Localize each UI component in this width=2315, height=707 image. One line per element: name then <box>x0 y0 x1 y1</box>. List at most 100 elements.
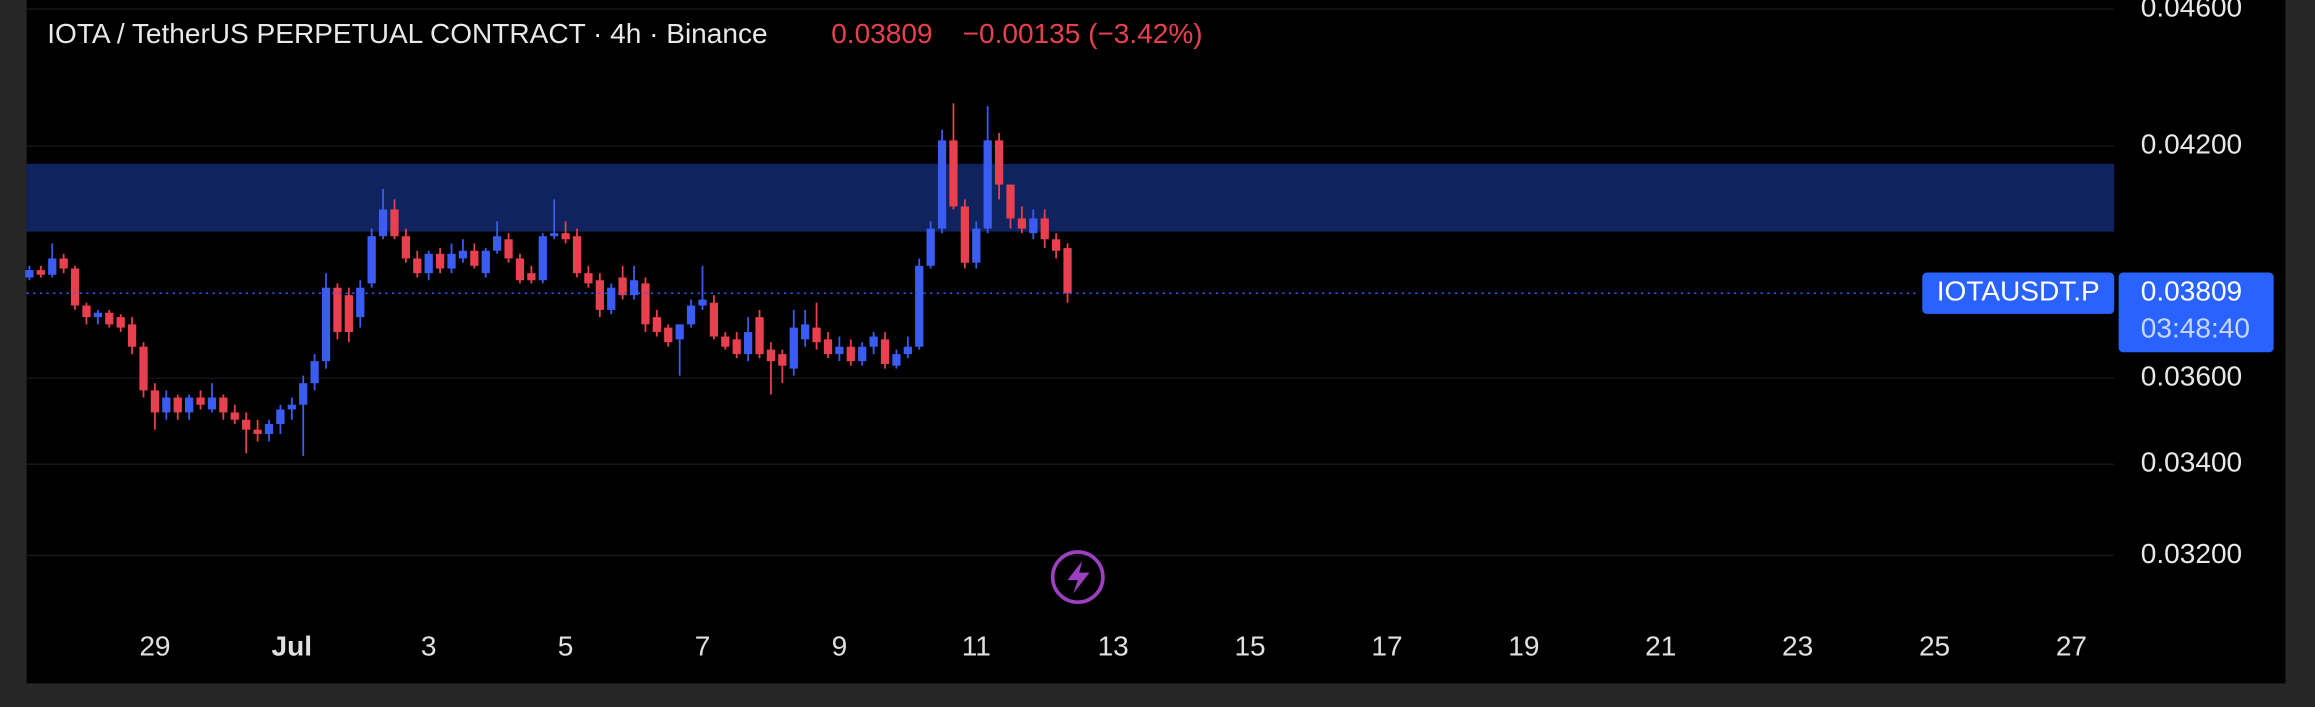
candle-body <box>869 336 878 347</box>
candle-body <box>162 397 171 413</box>
overlay: 0.04600 0.04200 0.03600 0.03400 0.03200 29 Jul… <box>26 0 2274 661</box>
candle-body <box>755 317 764 355</box>
candle-body <box>93 312 103 318</box>
candle-body <box>892 354 901 366</box>
candle-body <box>561 233 570 240</box>
candle-body <box>196 397 205 405</box>
candle-body <box>983 140 992 229</box>
candle-body <box>515 258 525 281</box>
candle-body <box>82 305 91 318</box>
candle-body <box>173 397 182 413</box>
candle-body <box>150 390 160 413</box>
candle-body <box>618 277 627 296</box>
candle-body <box>185 397 194 413</box>
x-tick-label: 23 <box>1782 630 1813 661</box>
candle-body <box>835 346 844 355</box>
candle-body <box>972 228 981 263</box>
candle-body <box>70 268 80 306</box>
candle-body <box>242 419 251 430</box>
candle-body <box>641 283 650 325</box>
header-price: 0.03809 <box>831 18 932 49</box>
symbol-tag <box>1922 272 2115 314</box>
candle-body <box>960 206 970 263</box>
candle-body <box>139 346 148 391</box>
candle-body <box>1017 218 1027 229</box>
candle-body <box>424 253 433 274</box>
countdown: 03:48:40 <box>2141 313 2250 344</box>
x-tick-label: 5 <box>558 630 574 661</box>
candle-body <box>276 409 285 425</box>
candle-body <box>504 239 513 259</box>
candle-body <box>378 209 388 237</box>
candle-body <box>812 327 821 343</box>
candle-body <box>595 280 604 310</box>
candle-body <box>59 258 68 269</box>
candle-body <box>1006 184 1015 219</box>
candle-body <box>310 361 319 384</box>
candle-body <box>321 287 331 362</box>
candle-body <box>219 397 228 413</box>
x-tick-label: 19 <box>1508 630 1539 661</box>
candle-body <box>903 346 912 355</box>
candle-body <box>709 302 719 337</box>
x-tick-label: 25 <box>1919 630 1950 661</box>
candle-body <box>264 424 274 434</box>
price-tag <box>2118 272 2274 353</box>
candle-body <box>390 209 399 237</box>
candle-body <box>652 317 661 333</box>
y-tick-label: 0.04600 <box>2141 0 2242 23</box>
x-tick-label: 11 <box>962 630 991 661</box>
candle-body <box>937 140 947 229</box>
candle-body <box>36 270 45 275</box>
y-tick-label: 0.03200 <box>2141 538 2242 569</box>
candle-body <box>789 327 798 369</box>
candle-body <box>766 349 776 362</box>
candle-body <box>435 253 445 269</box>
candle-body <box>1040 218 1049 240</box>
candle-body <box>686 305 696 325</box>
candle-body <box>949 140 958 207</box>
candle-body <box>823 339 833 355</box>
candle-body <box>481 250 490 274</box>
y-tick-label: 0.04200 <box>2141 129 2242 160</box>
candle-body <box>470 250 479 266</box>
y-tick-label: 0.03400 <box>2141 447 2242 478</box>
icon-ring <box>1050 550 1105 605</box>
candle-body <box>458 250 468 259</box>
candle-body <box>401 236 411 259</box>
alert-icon[interactable] <box>1050 550 1105 605</box>
candle-body <box>732 339 741 355</box>
candle-body <box>493 236 502 251</box>
candle-body <box>664 327 673 343</box>
candle-body <box>572 236 582 274</box>
candle-body <box>629 280 639 296</box>
candle-body <box>584 273 593 284</box>
candle-body <box>333 287 342 333</box>
candle-body <box>105 312 114 325</box>
grid <box>26 8 2115 557</box>
chart-title: IOTA / TetherUS PERPETUAL CONTRACT · 4h … <box>47 18 767 49</box>
candle-body <box>127 324 137 347</box>
candle-body <box>356 287 365 318</box>
chart-panel <box>26 0 2286 684</box>
candle-body <box>778 354 787 366</box>
candle-body <box>743 332 753 355</box>
header-change: −0.00135 (−3.42%) <box>963 18 1203 49</box>
candle-body <box>1063 248 1072 294</box>
zone <box>26 163 2115 232</box>
candle-body <box>915 265 924 347</box>
candle-body <box>675 324 684 340</box>
x-tick-label: 29 <box>139 630 170 661</box>
candle-body <box>801 324 810 340</box>
plot <box>25 103 1072 456</box>
candle-body <box>25 270 34 278</box>
x-tick-label: 15 <box>1234 630 1265 661</box>
candle-body <box>48 258 57 275</box>
x-tick-label: 17 <box>1371 630 1402 661</box>
candle-body <box>926 228 935 266</box>
candle-body <box>721 336 730 347</box>
x-tick-label: Jul <box>272 630 313 661</box>
x-tick-label: 9 <box>832 630 848 661</box>
candle-body <box>527 273 536 281</box>
